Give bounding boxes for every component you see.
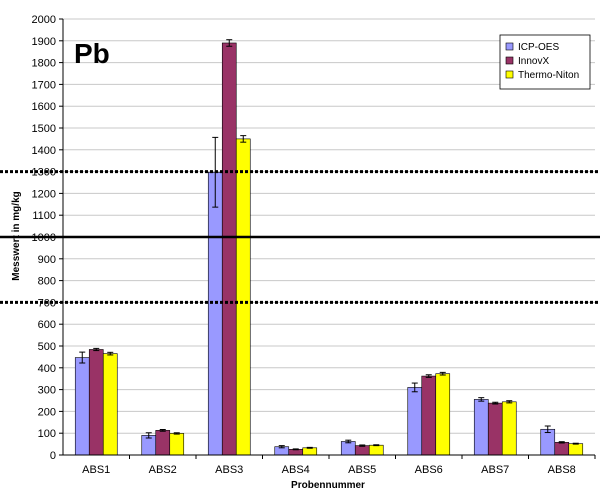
legend-swatch xyxy=(505,42,514,51)
x-tick-label: ABS8 xyxy=(548,464,576,476)
bar-thermo-niton-abs5 xyxy=(368,444,384,456)
y-tick-label: 500 xyxy=(38,341,56,353)
bar-thermo-niton-abs8 xyxy=(568,443,584,456)
bar-innovx-abs3 xyxy=(221,42,237,456)
bar-icp-oes-abs5 xyxy=(340,441,356,456)
y-tick-label: 1900 xyxy=(32,36,56,48)
bar-thermo-niton-abs4 xyxy=(302,447,318,456)
y-tick-label: 1700 xyxy=(32,79,56,91)
y-tick-label: 1600 xyxy=(32,101,56,113)
y-tick-label: 100 xyxy=(38,428,56,440)
bar-icp-oes-abs1 xyxy=(74,357,90,456)
bar-icp-oes-abs6 xyxy=(407,387,423,456)
y-tick-label: 1200 xyxy=(32,188,56,200)
x-tick-label: ABS5 xyxy=(348,464,376,476)
y-tick-label: 800 xyxy=(38,276,56,288)
bars xyxy=(74,39,584,456)
bar-innovx-abs8 xyxy=(554,442,570,456)
panel-label: Pb xyxy=(74,38,110,69)
x-tick-label: ABS2 xyxy=(149,464,177,476)
bar-thermo-niton-abs6 xyxy=(435,373,451,456)
y-tick-label: 700 xyxy=(38,297,56,309)
x-tick-label: ABS1 xyxy=(82,464,110,476)
x-tick-label: ABS4 xyxy=(282,464,310,476)
bar-innovx-abs1 xyxy=(88,349,104,456)
y-tick-label: 1500 xyxy=(32,123,56,135)
bar-innovx-abs6 xyxy=(421,375,437,456)
legend-swatch xyxy=(505,70,514,79)
legend-label: InnovX xyxy=(518,56,549,67)
bar-thermo-niton-abs3 xyxy=(235,138,251,456)
bar-thermo-niton-abs2 xyxy=(169,433,185,456)
x-tick-label: ABS3 xyxy=(215,464,243,476)
bar-icp-oes-abs3 xyxy=(207,171,223,456)
x-tick-label: ABS6 xyxy=(415,464,443,476)
legend-box xyxy=(499,34,591,90)
bar-thermo-niton-abs1 xyxy=(102,353,118,456)
y-tick-label: 1100 xyxy=(32,210,56,222)
legend-label: Thermo-Niton xyxy=(518,70,579,81)
y-tick-label: 0 xyxy=(50,450,56,462)
y-tick-label: 200 xyxy=(38,406,56,418)
y-tick-label: 300 xyxy=(38,385,56,397)
y-tick-label: 600 xyxy=(38,319,56,331)
y-axis-title: Messwert in mg/kg xyxy=(11,191,22,280)
axes: 0 100 200 300 400 500 600 700 800 900 1000 1100 1200… xyxy=(32,14,596,476)
y-tick-label: 900 xyxy=(38,254,56,266)
legend-swatch xyxy=(505,56,514,65)
y-tick-label: 1000 xyxy=(32,232,56,244)
bar-innovx-abs5 xyxy=(354,445,370,456)
bar-thermo-niton-abs7 xyxy=(501,401,517,456)
y-tick-label: 1400 xyxy=(32,145,56,157)
bar-icp-oes-abs7 xyxy=(473,399,489,456)
x-axis-title: Probennummer xyxy=(291,480,365,491)
reference-lines xyxy=(0,170,600,304)
legend: ICP-OES InnovX Thermo-Niton xyxy=(499,34,591,90)
bar-innovx-abs2 xyxy=(155,430,171,456)
y-tick-label: 2000 xyxy=(32,14,56,26)
x-tick-label: ABS7 xyxy=(481,464,509,476)
bar-icp-oes-abs8 xyxy=(540,428,556,456)
legend-label: ICP-OES xyxy=(518,42,559,53)
bar-innovx-abs7 xyxy=(487,402,503,456)
y-tick-label: 1300 xyxy=(32,167,56,179)
y-tick-label: 400 xyxy=(38,363,56,375)
y-tick-label: 1800 xyxy=(32,58,56,70)
